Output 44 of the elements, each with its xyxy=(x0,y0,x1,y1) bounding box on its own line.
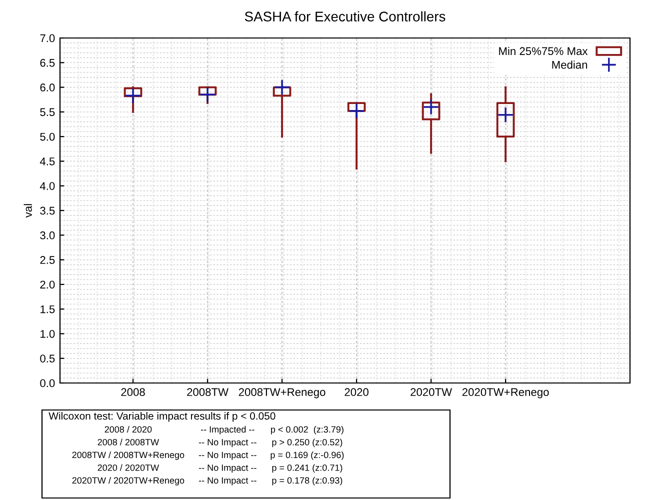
text: 2020 / 2020TW xyxy=(98,464,160,471)
point xyxy=(126,88,140,103)
y-tick-label: 6.0 xyxy=(40,84,55,92)
y-tick-label: 6.5 xyxy=(40,58,55,67)
text: 2008TW / 2008TW+Renego xyxy=(72,452,184,460)
text: p = 0.169 (z:-0.96) xyxy=(270,452,344,460)
x-tick-label: 2008TW xyxy=(187,388,228,396)
y-tick-label: 5.0 xyxy=(40,132,55,141)
x-tick-label: 2020 xyxy=(344,388,368,396)
chart-title: SASHA for Executive Controllers xyxy=(244,11,446,22)
text: p = 0.241 (z:0.71) xyxy=(272,464,342,473)
x-tick-label: 2020TW+Renego xyxy=(462,388,549,398)
y-tick-label: 2.0 xyxy=(40,280,55,289)
y-tick-label: 5.5 xyxy=(40,108,55,116)
text: p = 0.178 (z:0.93) xyxy=(272,477,342,486)
y-tick-label: 7.0 xyxy=(40,34,55,42)
x-tick-label: 2008TW+Renego xyxy=(238,388,326,398)
y-axis-title: val xyxy=(24,204,32,218)
text: -- Impacted -- xyxy=(200,426,254,434)
text: -- No Impact -- xyxy=(198,439,256,448)
y-tick-label: 1.0 xyxy=(40,330,55,338)
text: p < 0.002 (z:3.79) xyxy=(271,426,344,434)
text: -- No Impact -- xyxy=(198,464,256,473)
text: -- No Impact -- xyxy=(198,477,256,486)
point xyxy=(274,80,290,95)
y-tick-label: 0.0 xyxy=(40,379,55,388)
text: 2008 / 2020 xyxy=(104,426,152,433)
x-tick-label: 2008 xyxy=(121,388,145,396)
y-tick-label: 3.5 xyxy=(40,206,55,215)
y-tick-label: 3.0 xyxy=(40,231,55,240)
y-tick-label: 0.5 xyxy=(40,354,55,362)
y-tick-label: 2.5 xyxy=(40,256,55,264)
legend-label: Median xyxy=(552,60,588,69)
y-tick-label: 4.0 xyxy=(40,182,55,190)
text: -- No Impact -- xyxy=(198,452,256,460)
legend-label: Min 25%75% Max xyxy=(499,46,588,56)
point xyxy=(349,104,364,118)
text: Wilcoxon test: Variable impact results if p < 0.050 xyxy=(48,412,276,422)
x-tick-label: 2020TW xyxy=(410,388,452,396)
y-tick-label: 4.5 xyxy=(40,158,55,166)
y-tick-label: 1.5 xyxy=(40,305,55,314)
text: 2008 / 2008TW xyxy=(98,438,160,446)
text: p > 0.250 (z:0.52) xyxy=(272,438,342,448)
text: 2020TW / 2020TW+Renego xyxy=(72,477,184,486)
